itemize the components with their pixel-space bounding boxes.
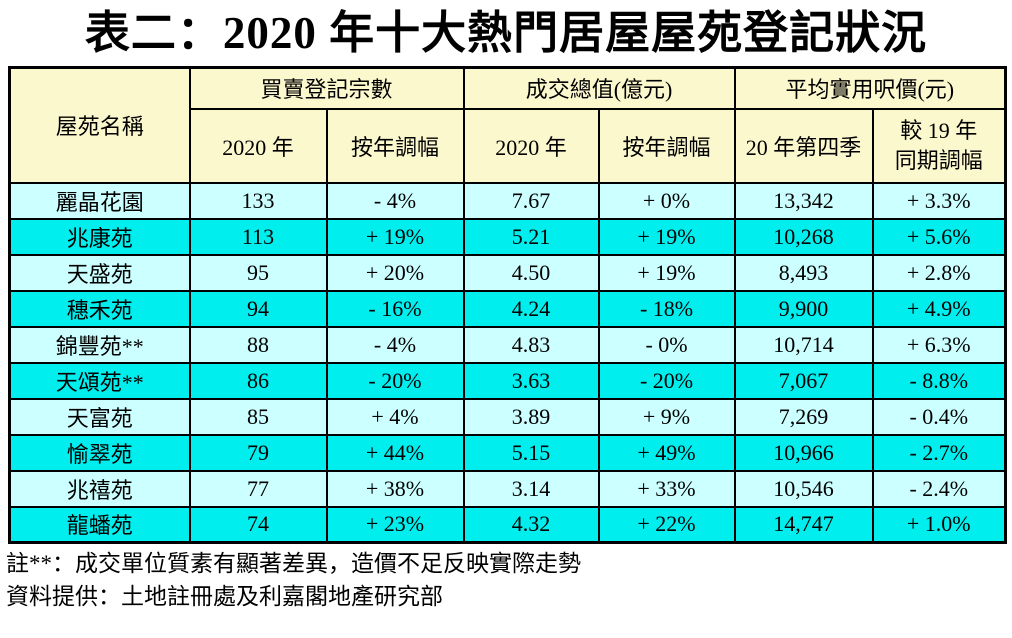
data-cell: 79 [188,433,328,472]
table-row: 錦豐苑** 88 - 4% 4.83 - 0% 10,714 + 6.3% [8,325,1007,364]
estate-name-cell: 天富苑 [8,397,191,436]
data-cell: 3.89 [462,397,600,436]
data-cell: - 20% [597,361,736,400]
data-cell: - 2.4% [871,469,1007,508]
data-cell: 4.50 [462,253,600,292]
data-cell: 113 [188,217,328,256]
data-cell: + 19% [597,253,736,292]
page-title: 表二：2020 年十大熱門居屋屋苑登記狀況 [84,8,928,58]
data-cell: - 4% [325,325,465,364]
data-cell: + 19% [597,217,736,256]
column-header-price-q4: 20 年第四季 [733,107,874,184]
estate-name-cell: 天頌苑** [8,361,191,400]
data-cell: 7.67 [462,181,600,220]
data-cell: + 2.8% [871,253,1007,292]
table-row: 天頌苑** 86 - 20% 3.63 - 20% 7,067 - 8.8% [8,361,1007,400]
data-cell: - 4% [325,181,465,220]
data-cell: 4.24 [462,289,600,328]
footnote-data-source: 資料提供：土地註冊處及利嘉閣地產研究部 [6,584,443,609]
data-cell: 95 [188,253,328,292]
column-group-avg-price: 平均實用呎價(元) [733,66,1007,110]
data-cell: + 9% [597,397,736,436]
column-header-price-yoy: 較 19 年 同期調幅 [871,107,1007,184]
header-sub-row: 2020 年 按年調幅 2020 年 按年調幅 20 年第四季 較 19 年 同… [10,107,1007,184]
data-cell: 85 [188,397,328,436]
data-cell: 5.15 [462,433,600,472]
data-cell: - 0.4% [871,397,1007,436]
estate-name-cell: 麗晶花園 [8,181,191,220]
data-cell: + 38% [325,469,465,508]
estate-name-cell: 穗禾苑 [8,289,191,328]
column-header-value-yoy: 按年調幅 [597,107,736,184]
table-row: 天盛苑 95 + 20% 4.50 + 19% 8,493 + 2.8% [8,253,1007,292]
data-cell: 13,342 [733,181,874,220]
data-cell: 9,900 [733,289,874,328]
table-row: 龍蟠苑 74 + 23% 4.32 + 22% 14,747 + 1.0% [8,505,1007,544]
table-row: 麗晶花園 133 - 4% 7.67 + 0% 13,342 + 3.3% [8,181,1007,220]
data-cell: 3.63 [462,361,600,400]
data-cell: 88 [188,325,328,364]
table-row: 兆康苑 113 + 19% 5.21 + 19% 10,268 + 5.6% [8,217,1007,256]
data-cell: + 33% [597,469,736,508]
data-cell: - 2.7% [871,433,1007,472]
hos-estates-table: 屋苑名稱 買賣登記宗數 成交總值(億元) 平均實用呎價(元) 2020 年 按年… [8,66,1008,544]
estate-name-cell: 兆康苑 [8,217,191,256]
data-cell: - 18% [597,289,736,328]
data-cell: + 3.3% [871,181,1007,220]
data-cell: + 6.3% [871,325,1007,364]
data-cell: 86 [188,361,328,400]
data-cell: 74 [188,505,328,544]
data-cell: - 20% [325,361,465,400]
data-cell: + 1.0% [871,505,1007,544]
data-cell: 10,546 [733,469,874,508]
table-row: 穗禾苑 94 - 16% 4.24 - 18% 9,900 + 4.9% [8,289,1007,328]
data-cell: + 5.6% [871,217,1007,256]
data-cell: 10,714 [733,325,874,364]
table-row: 兆禧苑 77 + 38% 3.14 + 33% 10,546 - 2.4% [8,469,1007,508]
column-header-price-yoy-line1: 較 19 年 [900,117,978,143]
data-cell: 10,966 [733,433,874,472]
data-cell: + 22% [597,505,736,544]
data-cell: + 20% [325,253,465,292]
data-cell: + 4% [325,397,465,436]
data-cell: + 23% [325,505,465,544]
data-cell: 7,269 [733,397,874,436]
footnote-quality-note: 註**：成交單位質素有顯著差異，造價不足反映實際走勢 [6,551,581,576]
column-group-registrations: 買賣登記宗數 [188,66,465,110]
column-header-price-yoy-line2: 同期調幅 [894,147,983,173]
data-cell: 133 [188,181,328,220]
data-cell: 7,067 [733,361,874,400]
data-cell: 14,747 [733,505,874,544]
data-cell: - 8.8% [871,361,1007,400]
column-header-estate: 屋苑名稱 [8,66,191,184]
data-cell: + 44% [325,433,465,472]
data-cell: 4.32 [462,505,600,544]
column-group-total-value: 成交總值(億元) [462,66,736,110]
data-cell: 5.21 [462,217,600,256]
header-group-row: 屋苑名稱 買賣登記宗數 成交總值(億元) 平均實用呎價(元) [8,66,1007,184]
data-cell: 77 [188,469,328,508]
data-cell: 4.83 [462,325,600,364]
data-cell: 3.14 [462,469,600,508]
data-cell: + 0% [597,181,736,220]
data-cell: 94 [188,289,328,328]
table-row: 天富苑 85 + 4% 3.89 + 9% 7,269 - 0.4% [8,397,1007,436]
data-cell: + 4.9% [871,289,1007,328]
footnotes: 註**：成交單位質素有顯著差異，造價不足反映實際走勢 資料提供：土地註冊處及利嘉… [6,547,1012,613]
data-cell: + 49% [597,433,736,472]
data-cell: + 19% [325,217,465,256]
estate-name-cell: 錦豐苑** [8,325,191,364]
table-row: 愉翠苑 79 + 44% 5.15 + 49% 10,966 - 2.7% [8,433,1007,472]
column-header-value-2020: 2020 年 [462,107,600,184]
column-header-reg-2020: 2020 年 [188,107,328,184]
data-cell: 8,493 [733,253,874,292]
data-cell: - 16% [325,289,465,328]
estate-name-cell: 兆禧苑 [8,469,191,508]
data-cell: 10,268 [733,217,874,256]
column-header-reg-yoy: 按年調幅 [325,107,465,184]
estate-name-cell: 天盛苑 [8,253,191,292]
estate-name-cell: 愉翠苑 [8,433,191,472]
estate-name-cell: 龍蟠苑 [8,505,191,544]
data-cell: - 0% [597,325,736,364]
